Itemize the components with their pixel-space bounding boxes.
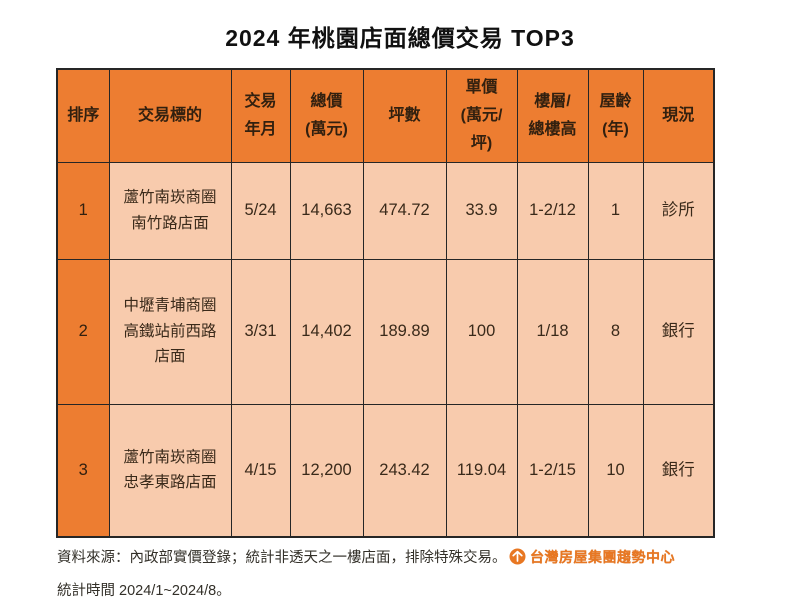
cell-status: 診所 <box>642 161 715 260</box>
col-header-age: 屋齡 (年) <box>587 68 644 163</box>
table-row: 3 蘆竹南崁商圈 忠孝東路店面 4/15 12,200 243.42 119.0… <box>56 403 715 538</box>
cell-rank: 2 <box>56 258 110 405</box>
col-header-floors: 樓層/ 總樓高 <box>516 68 589 163</box>
cell-total-price: 14,663 <box>289 161 364 260</box>
col-header-area-ping: 坪數 <box>362 68 447 163</box>
cell-rank: 1 <box>56 161 110 260</box>
col-header-target: 交易標的 <box>108 68 232 163</box>
deal-table: 排序 交易標的 交易 年月 總價 (萬元) 坪數 單價 (萬元/ 坪) 樓層/ … <box>56 68 715 538</box>
cell-deal-date: 4/15 <box>230 403 291 538</box>
brand-logo: 台灣房屋集團趨勢中心 <box>509 547 675 567</box>
cell-target: 蘆竹南崁商圈 南竹路店面 <box>108 161 232 260</box>
col-header-deal-date: 交易 年月 <box>230 68 291 163</box>
table-header-row: 排序 交易標的 交易 年月 總價 (萬元) 坪數 單價 (萬元/ 坪) 樓層/ … <box>56 68 715 163</box>
cell-unit-price: 33.9 <box>445 161 518 260</box>
cell-floors: 1-2/12 <box>516 161 589 260</box>
cell-total-price: 14,402 <box>289 258 364 405</box>
cell-floors: 1-2/15 <box>516 403 589 538</box>
table-row: 2 中壢青埔商圈 高鐵站前西路 店面 3/31 14,402 189.89 10… <box>56 258 715 405</box>
cell-area-ping: 189.89 <box>362 258 447 405</box>
cell-status: 銀行 <box>642 258 715 405</box>
cell-target: 中壢青埔商圈 高鐵站前西路 店面 <box>108 258 232 405</box>
cell-deal-date: 3/31 <box>230 258 291 405</box>
brand-logo-text: 台灣房屋集團趨勢中心 <box>530 548 675 565</box>
cell-area-ping: 243.42 <box>362 403 447 538</box>
cell-status: 銀行 <box>642 403 715 538</box>
cell-age: 8 <box>587 258 644 405</box>
cell-age: 1 <box>587 161 644 260</box>
col-header-total-price: 總價 (萬元) <box>289 68 364 163</box>
cell-unit-price: 119.04 <box>445 403 518 538</box>
stat-period: 統計時間 2024/1~2024/8。 <box>57 583 231 599</box>
col-header-unit-price: 單價 (萬元/ 坪) <box>445 68 518 163</box>
cell-deal-date: 5/24 <box>230 161 291 260</box>
footer: 資料來源：內政部實價登錄；統計非透天之一樓店面，排除特殊交易。 台灣房屋集團趨勢… <box>57 546 714 600</box>
col-header-status: 現況 <box>642 68 715 163</box>
cell-area-ping: 474.72 <box>362 161 447 260</box>
taiwan-housing-circle-icon <box>509 548 526 565</box>
page-title: 2024 年桃園店面總價交易 TOP3 <box>225 25 575 51</box>
source-note: 資料來源：內政部實價登錄；統計非透天之一樓店面，排除特殊交易。 <box>57 550 507 566</box>
col-header-rank: 排序 <box>56 68 110 163</box>
cell-rank: 3 <box>56 403 110 538</box>
cell-total-price: 12,200 <box>289 403 364 538</box>
table-row: 1 蘆竹南崁商圈 南竹路店面 5/24 14,663 474.72 33.9 1… <box>56 161 715 260</box>
cell-floors: 1/18 <box>516 258 589 405</box>
cell-unit-price: 100 <box>445 258 518 405</box>
cell-age: 10 <box>587 403 644 538</box>
cell-target: 蘆竹南崁商圈 忠孝東路店面 <box>108 403 232 538</box>
